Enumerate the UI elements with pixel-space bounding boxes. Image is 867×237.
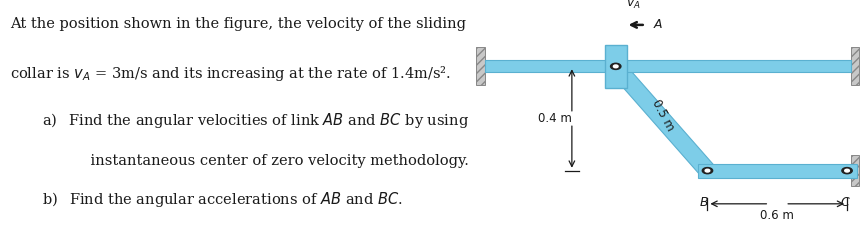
Bar <box>485 60 851 72</box>
Bar <box>851 155 859 186</box>
Circle shape <box>844 169 850 172</box>
Bar <box>476 47 485 85</box>
Circle shape <box>705 169 710 172</box>
Text: a)  Find the angular velocities of link $AB$ and $BC$ by using: a) Find the angular velocities of link $… <box>42 111 469 130</box>
Text: B: B <box>700 196 708 209</box>
Bar <box>605 45 627 88</box>
Text: b)  Find the angular accelerations of $AB$ and $BC$.: b) Find the angular accelerations of $AB… <box>42 190 402 209</box>
Bar <box>697 164 857 178</box>
Text: 0.5 m: 0.5 m <box>649 97 676 133</box>
Circle shape <box>842 168 852 174</box>
Circle shape <box>614 65 618 68</box>
Text: At the position shown in the figure, the velocity of the sliding: At the position shown in the figure, the… <box>10 17 466 31</box>
Text: $v_A$: $v_A$ <box>626 0 641 11</box>
Text: collar is $v_A$ = 3m/s and its increasing at the rate of 1.4m/s².: collar is $v_A$ = 3m/s and its increasin… <box>10 64 451 83</box>
Text: C: C <box>841 196 850 209</box>
Bar <box>476 47 485 85</box>
Circle shape <box>610 63 621 69</box>
Text: instantaneous center of zero velocity methodology.: instantaneous center of zero velocity me… <box>42 154 468 168</box>
Text: 0.4 m: 0.4 m <box>538 112 572 125</box>
Circle shape <box>702 168 713 174</box>
Text: 0.6 m: 0.6 m <box>760 209 794 222</box>
Text: A: A <box>654 18 662 31</box>
Bar <box>851 47 859 85</box>
Bar <box>851 155 859 186</box>
Polygon shape <box>607 64 716 173</box>
Bar <box>851 47 859 85</box>
